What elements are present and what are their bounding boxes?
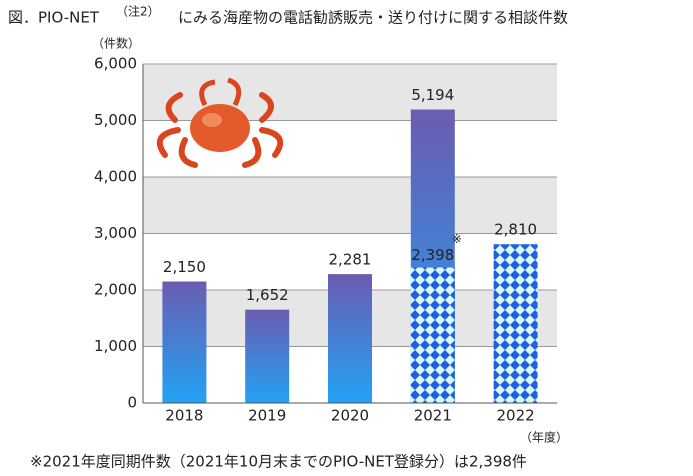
value-label: 1,652 xyxy=(246,286,289,304)
x-axis-label: （年度） xyxy=(520,430,568,445)
title-note: （注2） xyxy=(116,4,160,19)
x-tick-label: 2022 xyxy=(497,407,535,425)
y-tick-label: 5,000 xyxy=(94,111,137,129)
bar xyxy=(328,274,372,403)
partial-mark: ※ xyxy=(452,232,462,246)
y-tick-label: 2,000 xyxy=(94,281,137,299)
x-tick-label: 2021 xyxy=(414,407,452,425)
chart-title: 図．PIO-NET xyxy=(8,9,100,27)
y-tick-label: 0 xyxy=(127,394,137,412)
chart-title-rest: にみる海産物の電話勧誘販売・送り付けに関する相談件数 xyxy=(178,9,568,27)
value-label: 5,194 xyxy=(411,86,454,104)
value-label: 2,281 xyxy=(329,251,372,269)
partial-bar xyxy=(410,267,455,403)
y-tick-label: 1,000 xyxy=(94,337,137,355)
bar xyxy=(162,281,207,403)
x-tick-label: 2019 xyxy=(248,407,286,425)
footnote: ※2021年度同期件数（2021年10月末までのPIO-NET登録分）は2,39… xyxy=(30,453,527,471)
y-tick-label: 3,000 xyxy=(94,224,137,242)
x-tick-label: 2018 xyxy=(165,407,203,425)
grid-band xyxy=(143,177,557,234)
y-tick-label: 4,000 xyxy=(94,168,137,186)
y-tick-label: 6,000 xyxy=(94,55,137,73)
y-axis-label: （件数） xyxy=(92,36,140,51)
plot-area: 0 1,000 2,000 3,000 4,000 5,000 6,000 2018 2,150… xyxy=(94,55,557,425)
bar xyxy=(493,244,538,403)
bar xyxy=(245,309,290,403)
crab-illustration xyxy=(156,77,284,168)
value-label: 2,150 xyxy=(163,258,206,276)
value-label: 2,810 xyxy=(494,221,537,239)
partial-value-label: 2,398 xyxy=(411,246,454,264)
x-tick-label: 2020 xyxy=(331,407,369,425)
